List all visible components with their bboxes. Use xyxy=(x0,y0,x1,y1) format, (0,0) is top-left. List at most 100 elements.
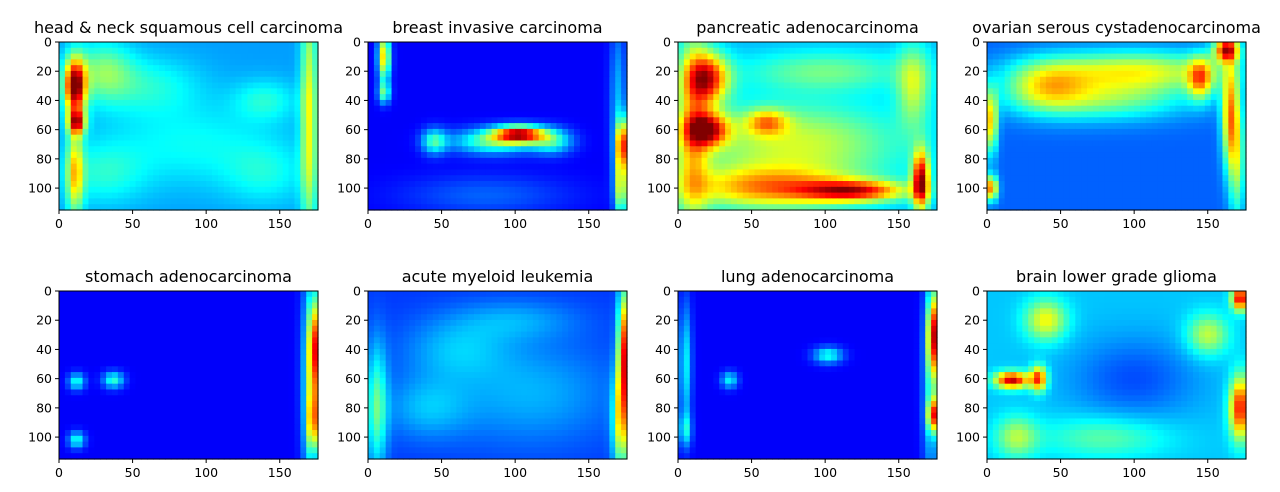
heatmap-cell xyxy=(59,204,66,211)
heatmap-cell xyxy=(907,42,915,49)
heatmap-cell xyxy=(689,181,697,188)
heatmap-cell xyxy=(294,88,301,95)
heatmap-cell xyxy=(1163,134,1171,142)
heatmap-cell xyxy=(1169,152,1176,159)
heatmap-cell xyxy=(212,192,219,200)
heatmap-cell xyxy=(403,204,410,211)
heatmap-cell xyxy=(1140,70,1147,78)
heatmap-cell xyxy=(1169,111,1176,118)
heatmap-cell xyxy=(294,152,301,159)
heatmap-cell xyxy=(170,111,178,118)
heatmap-cell xyxy=(574,169,581,176)
heatmap-cell xyxy=(1134,59,1141,66)
heatmap-cell xyxy=(707,70,714,78)
heatmap-cell xyxy=(521,111,528,118)
heatmap-cell xyxy=(807,192,814,200)
heatmap-cell xyxy=(229,53,237,60)
heatmap-cell xyxy=(538,123,546,130)
heatmap-cell xyxy=(1198,152,1206,159)
heatmap-cell xyxy=(884,123,891,130)
heatmap-cell xyxy=(678,169,685,176)
heatmap-cell xyxy=(176,59,184,66)
heatmap-cell xyxy=(117,117,125,124)
heatmap-cell xyxy=(176,157,184,165)
heatmap-cell xyxy=(276,65,284,72)
heatmap-cell xyxy=(117,88,125,95)
heatmap-cell xyxy=(1069,117,1076,124)
heatmap-cell xyxy=(597,123,605,130)
heatmap-cell xyxy=(836,123,844,130)
heatmap-cell xyxy=(509,70,516,78)
heatmap-cell xyxy=(556,146,563,153)
heatmap-cell xyxy=(1045,163,1053,171)
heatmap-cell xyxy=(878,157,885,165)
heatmap-cell xyxy=(678,117,685,124)
heatmap-cell xyxy=(1187,163,1194,171)
heatmap-cell xyxy=(913,146,920,153)
heatmap-cell xyxy=(88,105,95,113)
heatmap-cell xyxy=(106,76,113,84)
heatmap-cell xyxy=(379,128,387,136)
heatmap-cell xyxy=(836,181,844,188)
heatmap-cell xyxy=(1098,169,1106,176)
heatmap-cell xyxy=(550,94,557,101)
heatmap-cell xyxy=(1175,157,1182,165)
heatmap-cell xyxy=(836,105,844,113)
heatmap-cell xyxy=(801,111,809,118)
heatmap-cell xyxy=(854,105,862,113)
heatmap-cell xyxy=(426,175,434,182)
heatmap-cell xyxy=(1051,47,1059,55)
heatmap-cell xyxy=(259,42,266,49)
heatmap-cell xyxy=(603,65,610,72)
heatmap-cell xyxy=(235,157,243,165)
heatmap-cell xyxy=(415,198,422,205)
heatmap-cell xyxy=(491,111,499,118)
heatmap-cell xyxy=(456,152,463,159)
heatmap-cell xyxy=(1081,169,1088,176)
heatmap-cell xyxy=(391,82,399,89)
heatmap-cell xyxy=(456,181,463,188)
heatmap-cell xyxy=(766,181,773,188)
heatmap-cell xyxy=(754,186,762,194)
heatmap-cell xyxy=(241,47,248,55)
heatmap-cell xyxy=(866,192,873,200)
heatmap-cell xyxy=(1051,111,1059,118)
heatmap-cell xyxy=(153,198,160,205)
heatmap-cell xyxy=(200,204,207,211)
heatmap-cell xyxy=(1151,134,1159,142)
heatmap-cell xyxy=(913,169,920,176)
heatmap-cell xyxy=(878,111,885,118)
heatmap-cell xyxy=(568,192,575,200)
heatmap-cell xyxy=(176,163,184,171)
heatmap-cell xyxy=(503,105,510,113)
heatmap-cell xyxy=(1234,65,1241,72)
heatmap-cell xyxy=(153,70,160,78)
heatmap-cell xyxy=(444,181,452,188)
heatmap-cell xyxy=(532,88,540,95)
heatmap-cell xyxy=(925,117,932,124)
heatmap-cell xyxy=(789,111,797,118)
heatmap-cell xyxy=(147,123,154,130)
heatmap-cell xyxy=(265,42,272,49)
heatmap-cell xyxy=(1116,47,1123,55)
heatmap-cell xyxy=(597,42,605,49)
heatmap-cell xyxy=(783,192,791,200)
heatmap-cell xyxy=(1122,157,1129,165)
heatmap-cell xyxy=(153,123,160,130)
heatmap-cell xyxy=(170,134,178,142)
heatmap-cell xyxy=(1045,53,1053,60)
heatmap-cell xyxy=(1069,140,1076,147)
heatmap-cell xyxy=(1063,105,1071,113)
heatmap-cell xyxy=(259,181,266,188)
heatmap-cell xyxy=(707,128,714,136)
heatmap-cell xyxy=(182,70,190,78)
heatmap-cell xyxy=(212,70,219,78)
heatmap-cell xyxy=(783,169,791,176)
heatmap-cell xyxy=(987,146,994,153)
heatmap-cell xyxy=(229,88,237,95)
heatmap-cell xyxy=(760,82,767,89)
heatmap-cell xyxy=(159,123,166,130)
heatmap-cell xyxy=(842,59,850,66)
heatmap-cell xyxy=(270,140,278,147)
heatmap-cell xyxy=(217,99,225,107)
